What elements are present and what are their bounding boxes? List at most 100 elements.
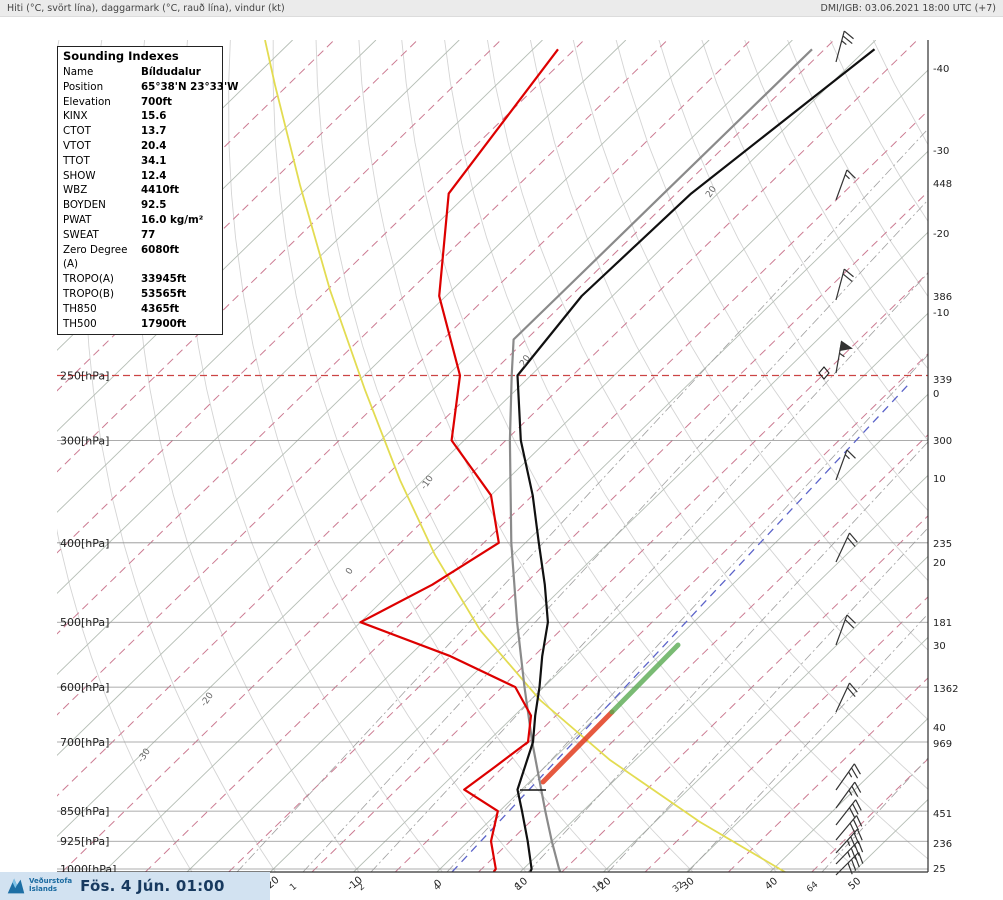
wind-barb — [835, 449, 856, 481]
wind-barb — [835, 169, 856, 201]
index-label: TH500 — [63, 317, 97, 330]
right-axis-temp-label: -30 — [933, 146, 949, 157]
index-value: 77 — [141, 228, 156, 241]
index-value: 16.0 kg/m² — [141, 213, 204, 226]
right-axis-altitude-label: 235 — [933, 539, 952, 550]
index-label: VTOT — [63, 139, 91, 152]
wind-barb — [835, 682, 858, 713]
index-value: 4365ft — [141, 302, 180, 315]
moist-adiabat-label: 20 — [704, 184, 719, 199]
wind-barb — [835, 851, 864, 876]
index-value: 6080ft — [141, 243, 180, 256]
mixing-ratio-label: 4 — [432, 882, 443, 894]
index-label: SHOW — [63, 169, 96, 182]
yellow-reference-curve — [264, 40, 787, 872]
index-label: TROPO(A) — [63, 273, 114, 286]
sounding-indexes-panel: Sounding Indexes Name Bíldudalur Position 6… — [57, 46, 238, 336]
wind-barb — [835, 840, 864, 865]
right-axis-altitude-label: 451 — [933, 809, 952, 820]
right-axis-altitude-label: 25 — [933, 864, 946, 875]
pressure-axis-label: 925[hPa] — [60, 835, 109, 848]
right-axis-temp-label: -20 — [933, 229, 949, 240]
reference-trace — [508, 48, 813, 872]
right-axis-altitude-label: 1362 — [933, 684, 958, 695]
legend-text: Hiti (°C, svört lína), daggarmark (°C, r… — [7, 2, 285, 14]
index-row-kinx: KINX 15.6 — [63, 109, 217, 124]
right-axis-temp-label: 40 — [933, 723, 946, 734]
moist-adiabat-label: -10 — [419, 474, 436, 492]
right-axis-altitude-label: 181 — [933, 618, 952, 629]
right-axis-altitude-label: 339 — [933, 375, 952, 386]
index-value: 15.6 — [141, 110, 167, 123]
index-value: 92.5 — [141, 199, 167, 212]
wind-barb — [835, 268, 854, 301]
right-axis-altitude-label: 300 — [933, 436, 952, 447]
wind-barb-column — [835, 30, 864, 876]
index-value: 4410ft — [141, 184, 180, 197]
tropopause-diamond-marker — [818, 366, 830, 380]
panel-title: Sounding Indexes — [63, 49, 179, 63]
pressure-axis-label: 250[hPa] — [60, 369, 109, 382]
moist-adiabat-label: 20 — [518, 353, 533, 368]
plot-area — [57, 40, 928, 872]
index-label: Elevation — [63, 95, 111, 108]
temp-axis-label: 50 — [846, 876, 863, 893]
right-axis-temp-label: 10 — [933, 474, 946, 485]
footer-bar: Veðurstofa Íslands Fös. 4 Jún. 01:00 — [0, 872, 270, 900]
index-row-ttot: TTOT 34.1 — [63, 154, 217, 169]
index-label: TROPO(B) — [63, 287, 114, 300]
right-axis-temp-label: 20 — [933, 558, 946, 569]
top-info-bar: Hiti (°C, svört lína), daggarmark (°C, r… — [0, 0, 1003, 17]
org-name-line1: Veðurstofa — [29, 877, 73, 886]
temp-axis-label: 40 — [763, 876, 780, 893]
pressure-axis-label: 600[hPa] — [60, 681, 109, 694]
index-row-show: SHOW 12.4 — [63, 169, 217, 184]
index-row-tropo-b-: TROPO(B) 53565ft — [63, 287, 217, 302]
index-value: 65°38'N 23°33'W — [141, 80, 239, 93]
right-axis-temp-label: 0 — [933, 389, 939, 400]
footer-datetime: Fös. 4 Jún. 01:00 — [80, 877, 225, 895]
wind-barb — [835, 828, 863, 854]
model-run-text: DMI/IGB: 03.06.2021 18:00 UTC (+7) — [820, 2, 997, 14]
index-value: 20.4 — [141, 139, 167, 152]
index-value: 13.7 — [141, 125, 167, 138]
mixing-ratio-label: 1 — [288, 882, 299, 893]
right-axis-temp-label: -10 — [933, 308, 949, 319]
index-value: 34.1 — [141, 154, 167, 167]
temperature-trace — [516, 48, 876, 872]
pressure-axis-label: 850[hPa] — [60, 805, 109, 818]
index-label: Position — [63, 80, 104, 93]
wind-barb — [835, 799, 862, 826]
index-value: 33945ft — [141, 273, 187, 286]
index-row-elevation: Elevation 700ft — [63, 95, 217, 110]
wind-barb — [835, 614, 856, 646]
pressure-axis-label: 500[hPa] — [60, 616, 109, 629]
index-value: Bíldudalur — [141, 66, 201, 78]
right-axis-temp-label: 30 — [933, 641, 946, 652]
right-axis-altitude-label: 236 — [933, 839, 952, 850]
right-axis-altitude-label: 448 — [933, 179, 952, 190]
index-row-sweat: SWEAT 77 — [63, 228, 217, 243]
index-value: 700ft — [141, 95, 172, 108]
wind-barb — [835, 763, 861, 791]
cin-segment — [540, 709, 615, 785]
mixing-ratio-label: 8 — [513, 882, 524, 894]
index-row-ctot: CTOT 13.7 — [63, 124, 217, 139]
wind-barb — [835, 781, 862, 809]
index-value: 17900ft — [141, 317, 187, 330]
index-row-wbz: WBZ 4410ft — [63, 183, 217, 198]
index-row-boyden: BOYDEN 92.5 — [63, 198, 217, 213]
mixing-ratio-label: 64 — [805, 880, 820, 895]
index-row-name: Name Bíldudalur — [63, 65, 217, 80]
moist-adiabat-label: 0 — [344, 566, 356, 577]
right-axis-altitude-label: 969 — [933, 739, 952, 750]
dewpoint-trace — [359, 48, 559, 872]
index-row-th850: TH850 4365ft — [63, 302, 217, 317]
index-label: BOYDEN — [63, 199, 106, 212]
index-label: PWAT — [63, 213, 92, 226]
temp-axis-label: 0 — [432, 878, 444, 891]
index-label: CTOT — [63, 125, 91, 138]
index-value: 12.4 — [141, 169, 167, 182]
